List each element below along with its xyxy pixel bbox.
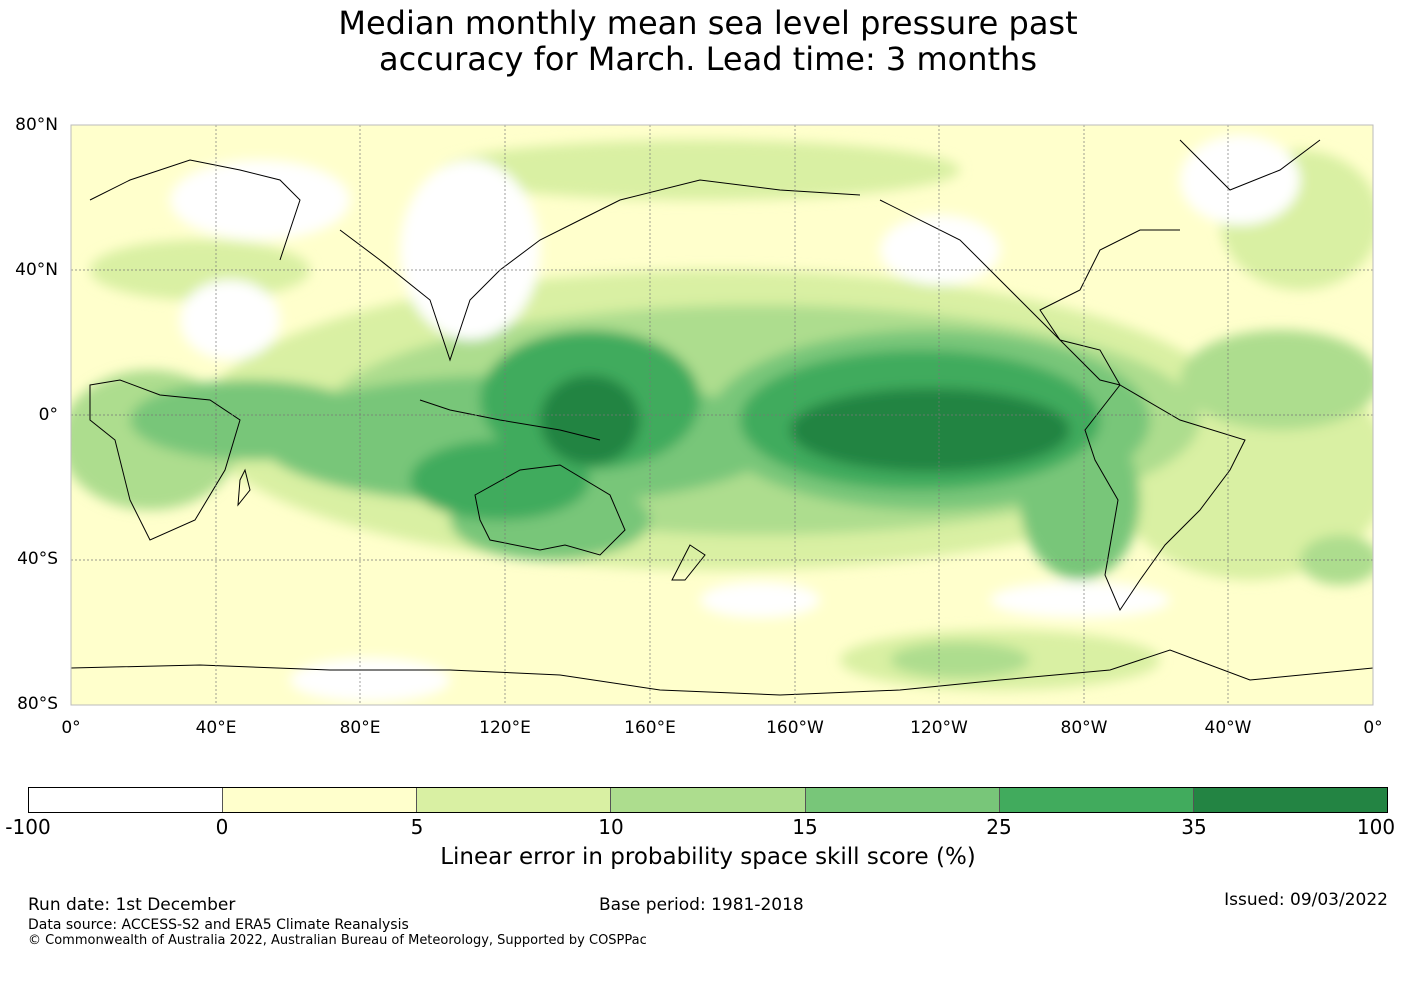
colorbar-swatch xyxy=(999,788,1194,812)
colorbar-label: Linear error in probability space skill … xyxy=(440,844,976,870)
skill-band-35-100 xyxy=(540,375,1070,472)
coast-asia xyxy=(339,179,861,362)
map-frame xyxy=(70,124,1374,706)
coast-madagascar xyxy=(237,468,251,507)
lon-label-40w: 40°W xyxy=(1204,718,1252,738)
colorbar-tick: 10 xyxy=(598,815,624,839)
base-period: Base period: 1981-2018 xyxy=(599,895,804,915)
lat-label-80n: 80°N xyxy=(15,115,58,135)
colorbar-tick: 5 xyxy=(410,815,424,839)
coastlines xyxy=(71,139,1373,696)
coast-greenland xyxy=(1179,139,1321,191)
data-source: Data source: ACCESS-S2 and ERA5 Climate … xyxy=(28,917,409,933)
colorbar-swatch xyxy=(805,788,1000,812)
colorbar-tick: 100 xyxy=(1356,815,1396,839)
chart-title-line-1: Median monthly mean sea level pressure p… xyxy=(338,4,1078,42)
colorbar xyxy=(28,787,1388,813)
coast-north-america-east xyxy=(1039,229,1180,386)
colorbar-tick: 35 xyxy=(1181,815,1207,839)
lat-label-40s: 40°S xyxy=(17,549,58,569)
colorbar-tick: 0 xyxy=(215,815,229,839)
coast-australia xyxy=(474,464,626,556)
lon-label-0-west: 0° xyxy=(61,718,81,738)
coast-europe xyxy=(89,159,301,261)
colorbar-swatch xyxy=(223,788,418,812)
colorbar-swatch xyxy=(611,788,806,812)
gridlines xyxy=(71,125,1373,705)
coast-antarctica xyxy=(71,649,1373,696)
colorbar-tick: -100 xyxy=(5,815,51,839)
run-date: Run date: 1st December xyxy=(28,895,236,915)
lon-label-120e: 120°E xyxy=(479,718,531,738)
lon-label-80e: 80°E xyxy=(339,718,381,738)
lat-label-80s: 80°S xyxy=(17,694,58,714)
lat-label-0: 0° xyxy=(38,405,58,425)
issued-date: Issued: 09/03/2022 xyxy=(1224,890,1388,910)
colorbar-tick: 25 xyxy=(986,815,1012,839)
lon-label-80w: 80°W xyxy=(1060,718,1108,738)
colorbar-swatch xyxy=(1193,788,1387,812)
colorbar-tick: 15 xyxy=(792,815,818,839)
lon-label-120w: 120°W xyxy=(910,718,968,738)
colorbar-swatch xyxy=(417,788,612,812)
coast-new-zealand xyxy=(671,544,706,581)
copyright: © Commonwealth of Australia 2022, Austra… xyxy=(28,933,647,948)
lon-label-0-east: 0° xyxy=(1363,718,1383,738)
coast-africa xyxy=(89,379,241,541)
lon-label-160e: 160°E xyxy=(624,718,676,738)
lon-label-40e: 40°E xyxy=(195,718,237,738)
chart-title-line-2: accuracy for March. Lead time: 3 months xyxy=(379,40,1037,78)
lat-label-40n: 40°N xyxy=(15,260,58,280)
skill-field xyxy=(71,135,1373,702)
colorbar-swatch xyxy=(29,788,224,812)
coast-maritime-continent xyxy=(419,399,601,441)
lon-label-160w: 160°W xyxy=(766,718,824,738)
coast-south-america xyxy=(1084,384,1246,612)
